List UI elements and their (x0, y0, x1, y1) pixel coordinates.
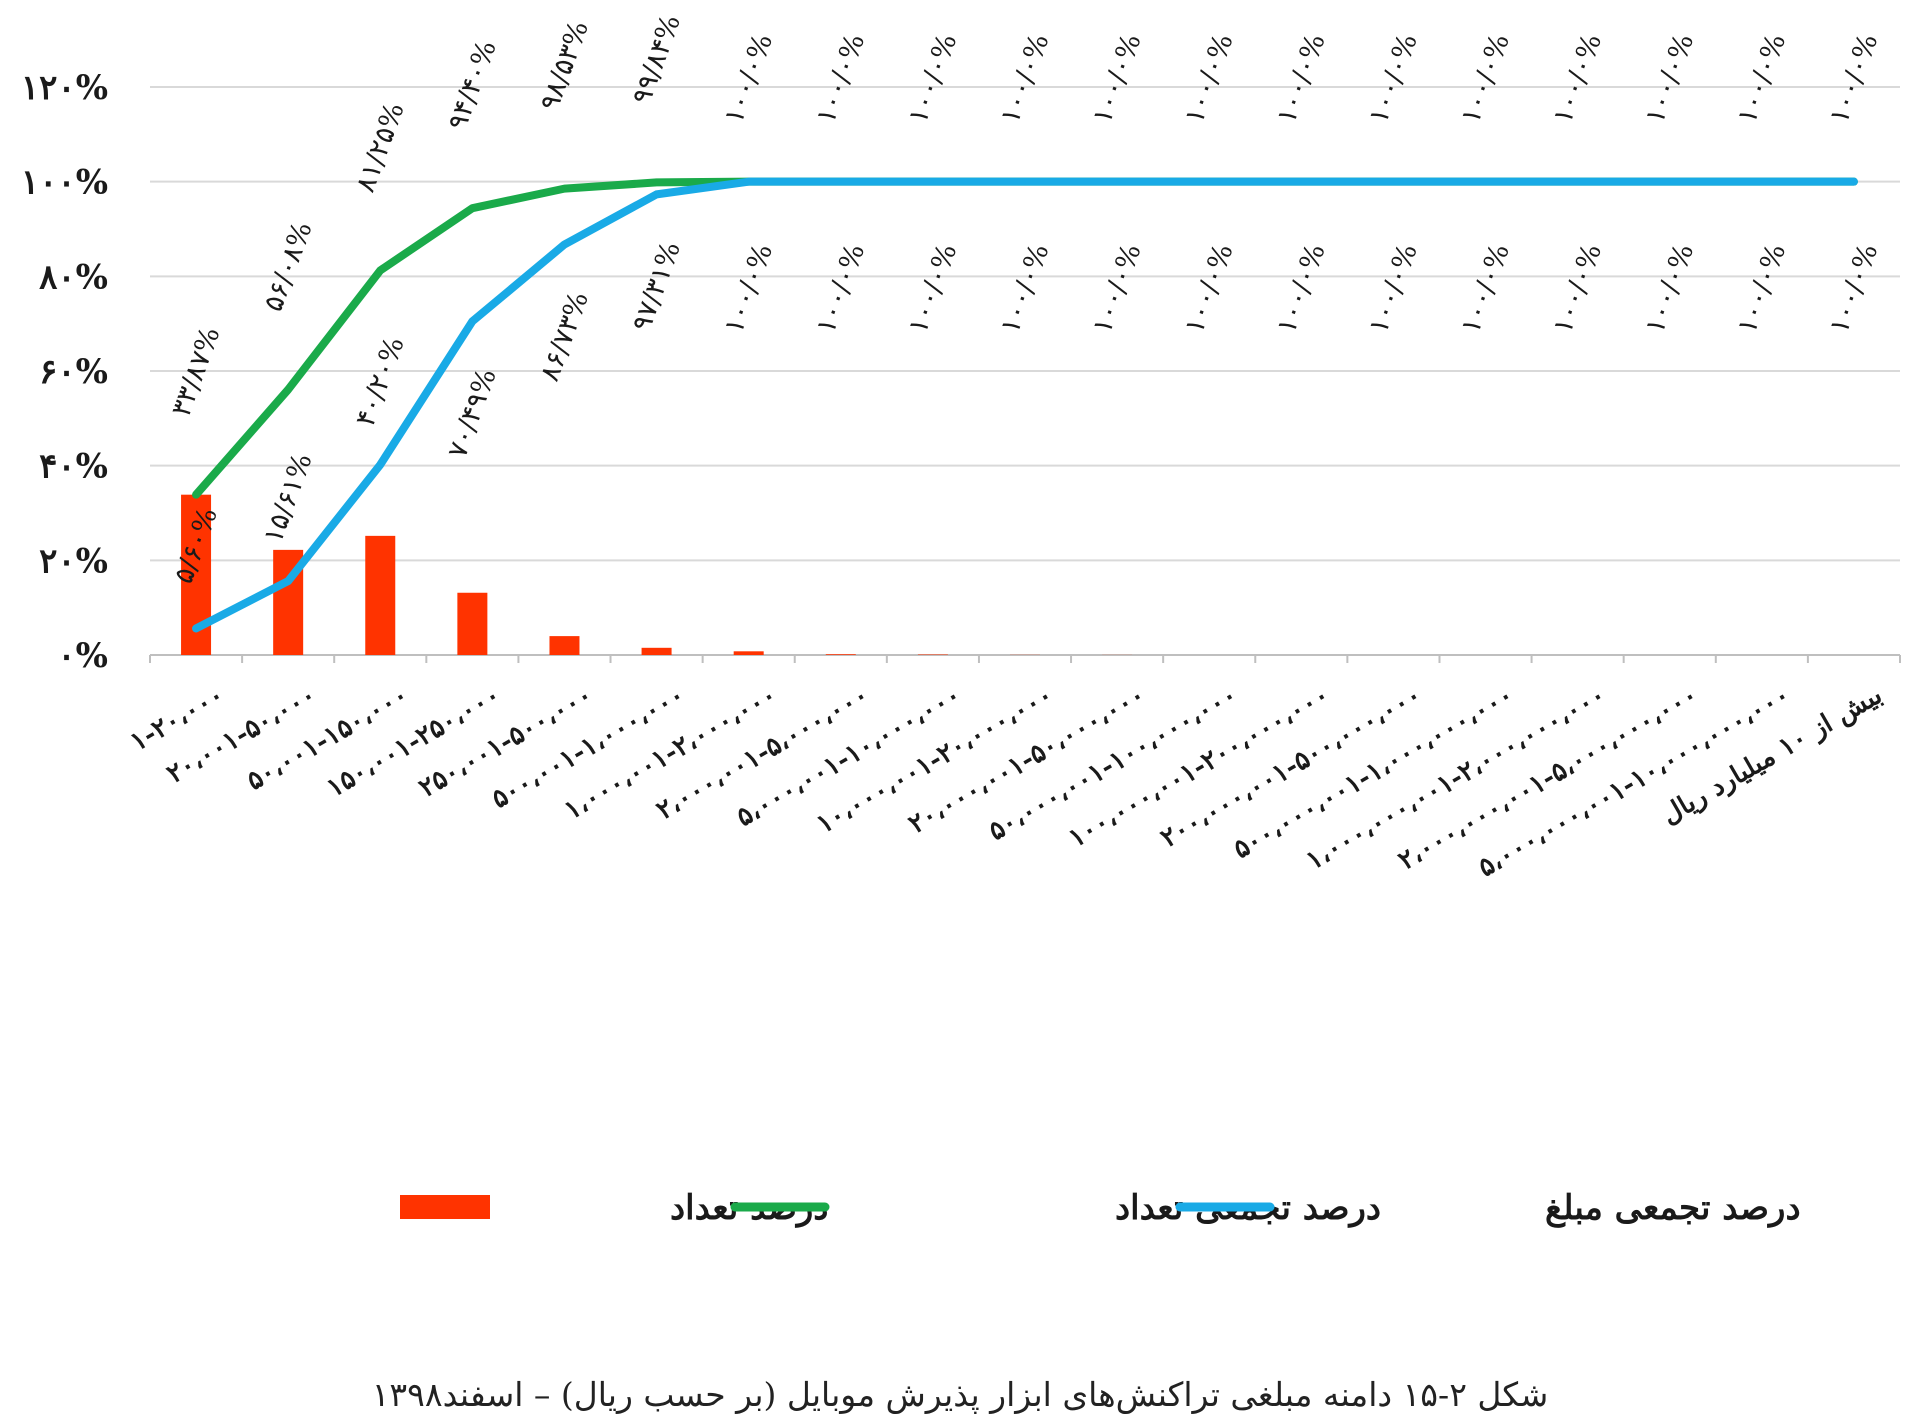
amount-cumulative-label: ۱۰۰/۰% (1824, 240, 1885, 338)
gridlines (149, 86, 1901, 663)
count-cumulative-label: ۱۰۰/۰% (1271, 30, 1332, 128)
amount-cumulative-point (839, 180, 842, 183)
count-cumulative-point (195, 493, 198, 496)
amount-cumulative-point (747, 180, 750, 183)
bar (549, 636, 580, 655)
amount-cumulative-label: ۵/۶۰% (168, 504, 224, 588)
legend-swatch-bar (400, 1195, 490, 1219)
amount-cumulative-point (1852, 180, 1855, 183)
count-cumulative-label: ۱۰۰/۰% (1731, 30, 1792, 128)
amount-cumulative-label: ۱۰۰/۰% (1639, 240, 1700, 338)
amount-cumulative-point (287, 580, 290, 583)
line-series (192, 177, 1858, 633)
y-tick-label: ۲۰% (39, 541, 108, 581)
amount-cumulative-point (1484, 180, 1487, 183)
count-cumulative-label: ۱۰۰/۰% (810, 30, 871, 128)
amount-cumulative-point (1116, 180, 1119, 183)
amount-cumulative-label: ۱۰۰/۰% (1087, 240, 1148, 338)
amount-cumulative-point (471, 320, 474, 323)
count-cumulative-label: ۱۰۰/۰% (902, 30, 963, 128)
count-cumulative-point (471, 207, 474, 210)
y-tick-label: ۶۰% (39, 352, 108, 392)
amount-cumulative-label: ۹۷/۳۱% (626, 238, 687, 336)
count-cumulative-label: ۱۰۰/۰% (995, 30, 1056, 128)
bar (457, 592, 488, 655)
count-cumulative-label: ۱۰۰/۰% (1087, 30, 1148, 128)
amount-cumulative-point (931, 180, 934, 183)
count-cumulative-label: ۱۰۰/۰% (1547, 30, 1608, 128)
y-tick-label: ۱۲۰% (21, 68, 108, 108)
count-cumulative-label: ۹۸/۵۳% (534, 17, 595, 115)
amount-cumulative-label: ۱۵/۶۱% (258, 449, 319, 547)
count-cumulative-label: ۵۶/۰۸% (258, 218, 319, 316)
data-labels: ۳۳/۸۷%۵۶/۰۸%۸۱/۲۵%۹۴/۴۰% ۹۸/۵۳% ۹۹/۸۴% ۱۰۰/… (166, 11, 1885, 588)
count-cumulative-point (379, 269, 382, 272)
amount-cumulative-point (563, 243, 566, 246)
count-cumulative-label: ۱۰۰/۰% (1455, 30, 1516, 128)
amount-cumulative-point (379, 463, 382, 466)
bar (825, 654, 856, 655)
amount-cumulative-label: ۴۰/۲۰% (350, 333, 411, 431)
count-cumulative-point (287, 388, 290, 391)
y-tick-label: ۸۰% (39, 257, 108, 297)
amount-cumulative-point (1208, 180, 1211, 183)
bar (733, 651, 764, 655)
amount-cumulative-point (1300, 180, 1303, 183)
amount-cumulative-label: ۱۰۰/۰% (1179, 240, 1240, 338)
amount-cumulative-label: ۱۰۰/۰% (1731, 240, 1792, 338)
count-cumulative-label: ۹۴/۴۰% (442, 36, 503, 134)
count-cumulative-point (563, 187, 566, 190)
amount-cumulative-label: ۱۰۰/۰% (718, 240, 779, 338)
bar-series (181, 494, 1133, 655)
figure-caption: شکل ۲-۱۵ دامنه مبلغی تراکنش‌های ابزار پذ… (371, 1375, 1549, 1414)
amount-cumulative-label: ۱۰۰/۰% (1547, 240, 1608, 338)
y-tick-label: ۱۰۰% (21, 163, 108, 203)
amount-cumulative-point (195, 627, 198, 630)
bar (365, 535, 396, 655)
amount-cumulative-label: ۱۰۰/۰% (995, 240, 1056, 338)
amount-cumulative-label: ۱۰۰/۰% (902, 240, 963, 338)
count-cumulative-label: ۱۰۰/۰% (1824, 30, 1885, 128)
amount-cumulative-label: ۷۰/۴۹% (442, 365, 503, 463)
y-tick-label: ۴۰% (39, 447, 108, 487)
count-cumulative-point (655, 181, 658, 184)
amount-cumulative-label: ۱۰۰/۰% (810, 240, 871, 338)
y-tick-label: ۰% (57, 636, 108, 676)
count-cumulative-label: ۱۰۰/۰% (1179, 30, 1240, 128)
amount-cumulative-point (655, 193, 658, 196)
bar (641, 647, 672, 655)
count-cumulative-label: ۱۰۰/۰% (1363, 30, 1424, 128)
y-axis-ticks: ۰% ۲۰% ۴۰% ۶۰% ۸۰% ۱۰۰% ۱۲۰% (21, 68, 108, 676)
amount-cumulative-point (1668, 180, 1671, 183)
count-cumulative-label: ۱۰۰/۰% (718, 30, 779, 128)
amount-cumulative-label: ۱۰۰/۰% (1271, 240, 1332, 338)
amount-cumulative-point (1392, 180, 1395, 183)
amount-cumulative-label: ۱۰۰/۰% (1363, 240, 1424, 338)
count-cumulative-label: ۱۰۰/۰% (1639, 30, 1700, 128)
amount-cumulative-point (1576, 180, 1579, 183)
amount-cumulative-point (1024, 180, 1026, 183)
legend-label: درصد تجمعی مبلغ (1545, 1188, 1801, 1228)
amount-cumulative-point (1760, 180, 1763, 183)
amount-cumulative-label: ۱۰۰/۰% (1455, 240, 1516, 338)
count-cumulative-label: ۹۹/۸۴% (626, 11, 687, 109)
x-axis-ticks: ۱-۲۰،۰۰۰۲۰،۰۰۱-۵۰،۰۰۰۵۰،۰۰۱-۱۵۰،۰۰۰۱۵۰،۰… (125, 680, 1887, 883)
